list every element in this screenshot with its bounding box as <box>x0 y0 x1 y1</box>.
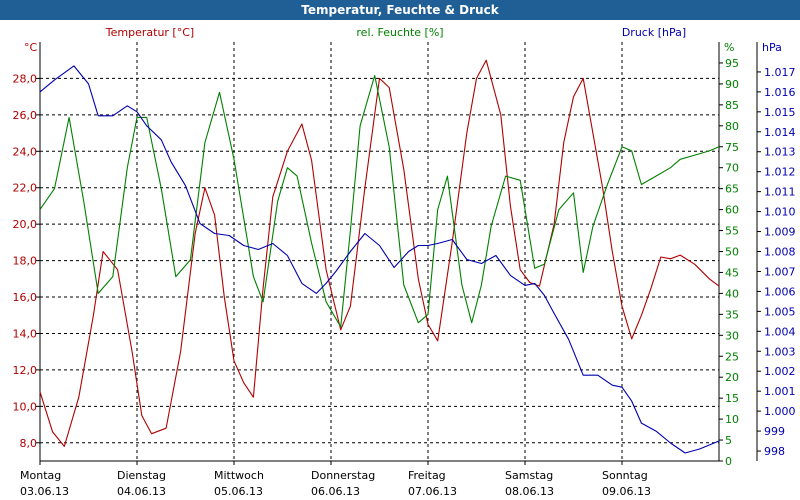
temperature-tick-label: 20,0 <box>13 218 38 231</box>
humidity-tick-label: 65 <box>725 183 739 196</box>
humidity-tick-label: 5 <box>725 434 732 447</box>
humidity-tick-label: 50 <box>725 246 739 259</box>
x-tick-label-date: 08.06.13 <box>505 485 554 498</box>
pressure-tick-label: 1.008 <box>764 246 796 259</box>
pressure-tick-label: 1.003 <box>764 345 796 358</box>
humidity-tick-label: 70 <box>725 162 739 175</box>
pressure-tick-label: 998 <box>764 445 785 458</box>
pressure-tick-label: 999 <box>764 425 785 438</box>
x-tick-label-day: Sonntag <box>602 469 648 482</box>
humidity-tick-label: 25 <box>725 350 739 363</box>
chart-title: Temperatur, Feuchte & Druck <box>0 0 800 20</box>
temperature-tick-label: 28,0 <box>13 72 38 85</box>
temperature-tick-label: 24,0 <box>13 145 38 158</box>
humidity-unit-label: % <box>724 41 734 54</box>
x-tick-label-day: Freitag <box>408 469 446 482</box>
grid <box>40 42 719 461</box>
pressure-tick-label: 1.004 <box>764 325 796 338</box>
pressure-unit-label: hPa <box>762 41 782 54</box>
pressure-tick-label: 1.006 <box>764 285 796 298</box>
pressure-axis-title: Druck [hPa] <box>622 26 686 39</box>
pressure-line <box>39 65 720 454</box>
pressure-tick-label: 1.014 <box>764 126 796 139</box>
humidity-tick-label: 90 <box>725 78 739 91</box>
temperature-tick-label: 18,0 <box>13 255 38 268</box>
pressure-tick-label: 1.001 <box>764 385 796 398</box>
x-tick-label-day: Donnerstag <box>311 469 375 482</box>
temperature-tick-label: 26,0 <box>13 109 38 122</box>
temperature-unit-label: °C <box>24 41 38 54</box>
humidity-tick-label: 40 <box>725 287 739 300</box>
humidity-tick-label: 85 <box>725 99 739 112</box>
series-layer <box>39 59 720 454</box>
axes: 8,0 10,0 12,0 14,0 16,0 18,0 20,0 22,0 24,0 26,0 2… <box>13 42 796 498</box>
humidity-tick-label: 75 <box>725 141 739 154</box>
pressure-tick-label: 1.017 <box>764 66 796 79</box>
humidity-tick-label: 30 <box>725 329 739 342</box>
humidity-axis-title: rel. Feuchte [%] <box>356 26 443 39</box>
pressure-tick-label: 1.010 <box>764 206 796 219</box>
humidity-tick-label: 10 <box>725 413 739 426</box>
pressure-tick-label: 1.005 <box>764 305 796 318</box>
temperature-line <box>39 59 720 447</box>
humidity-tick-label: 60 <box>725 204 739 217</box>
temperature-tick-label: 10,0 <box>13 400 38 413</box>
pressure-tick-label: 1.007 <box>764 265 796 278</box>
pressure-tick-label: 1.002 <box>764 365 796 378</box>
x-tick-label-day: Samstag <box>505 469 553 482</box>
humidity-line <box>39 74 720 328</box>
pressure-tick-label: 1.016 <box>764 86 796 99</box>
temperature-tick-label: 12,0 <box>13 364 38 377</box>
pressure-tick-label: 1.015 <box>764 106 796 119</box>
x-tick-label-date: 05.06.13 <box>214 485 263 498</box>
temperature-tick-label: 8,0 <box>20 437 38 450</box>
humidity-tick-label: 80 <box>725 120 739 133</box>
x-tick-label-date: 07.06.13 <box>408 485 457 498</box>
humidity-tick-label: 45 <box>725 266 739 279</box>
temperature-axis-title: Temperatur [°C] <box>105 26 194 39</box>
x-tick-label-date: 03.06.13 <box>20 485 69 498</box>
temperature-tick-label: 14,0 <box>13 327 38 340</box>
temperature-tick-label: 22,0 <box>13 182 38 195</box>
humidity-tick-label: 15 <box>725 392 739 405</box>
humidity-tick-label: 0 <box>725 455 732 468</box>
x-tick-label-day: Dienstag <box>117 469 166 482</box>
x-tick-label-date: 06.06.13 <box>311 485 360 498</box>
x-tick-label-date: 04.06.13 <box>117 485 166 498</box>
humidity-tick-label: 95 <box>725 57 739 70</box>
humidity-tick-label: 55 <box>725 225 739 238</box>
x-tick-label-day: Mittwoch <box>214 469 264 482</box>
pressure-tick-label: 1.013 <box>764 146 796 159</box>
pressure-tick-label: 1.000 <box>764 405 796 418</box>
x-tick-label-date: 09.06.13 <box>602 485 651 498</box>
humidity-tick-label: 35 <box>725 308 739 321</box>
pressure-tick-label: 1.009 <box>764 226 796 239</box>
temperature-tick-label: 16,0 <box>13 291 38 304</box>
pressure-tick-label: 1.011 <box>764 186 796 199</box>
x-tick-label-day: Montag <box>20 469 61 482</box>
pressure-tick-label: 1.012 <box>764 166 796 179</box>
humidity-tick-label: 20 <box>725 371 739 384</box>
